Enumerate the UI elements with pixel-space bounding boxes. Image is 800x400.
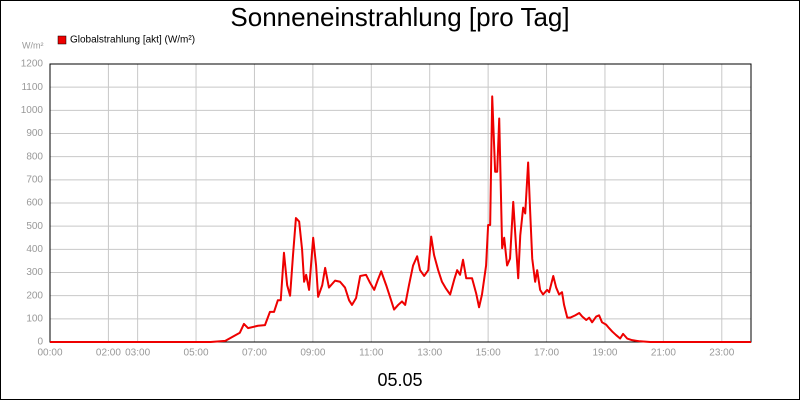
x-tick-label: 17:00 xyxy=(534,348,559,359)
x-tick-label: 02:00 xyxy=(96,348,121,359)
y-unit: W/m² xyxy=(22,40,44,50)
x-tick-label: 03:00 xyxy=(125,348,150,359)
legend-label: Globalstrahlung [akt] (W/m²) xyxy=(70,35,195,46)
x-tick-label: 07:00 xyxy=(242,348,267,359)
x-tick-label: 05:00 xyxy=(184,348,209,359)
y-tick-label: 1100 xyxy=(21,82,43,93)
x-tick-label: 19:00 xyxy=(592,348,617,359)
plot-border xyxy=(49,63,752,343)
y-tick-label: 300 xyxy=(26,267,43,278)
data-line xyxy=(50,95,751,343)
x-tick-label: 21:00 xyxy=(651,348,676,359)
x-tick-label: 13:00 xyxy=(417,348,442,359)
chart-title: Sonneneinstrahlung [pro Tag] xyxy=(230,2,569,32)
x-tick-label: 00:00 xyxy=(37,348,62,359)
x-tick-label: 09:00 xyxy=(300,348,325,359)
y-tick-label: 200 xyxy=(26,290,43,301)
x-label: 05.05 xyxy=(377,370,422,390)
x-tick-label: 11:00 xyxy=(359,348,384,359)
y-tick-label: 1200 xyxy=(21,59,44,70)
y-tick-label: 900 xyxy=(26,128,43,139)
y-tick-label: 500 xyxy=(26,221,43,232)
y-tick-label: 100 xyxy=(26,313,43,324)
x-tick-label: 23:00 xyxy=(709,348,734,359)
y-tick-label: 800 xyxy=(26,151,43,162)
y-tick-label: 700 xyxy=(26,174,43,185)
y-tick-label: 0 xyxy=(37,337,43,348)
y-tick-label: 600 xyxy=(26,198,43,209)
y-tick-label: 1000 xyxy=(21,105,44,116)
legend-swatch xyxy=(57,35,67,45)
x-tick-label: 15:00 xyxy=(476,348,501,359)
y-tick-label: 400 xyxy=(26,244,43,255)
